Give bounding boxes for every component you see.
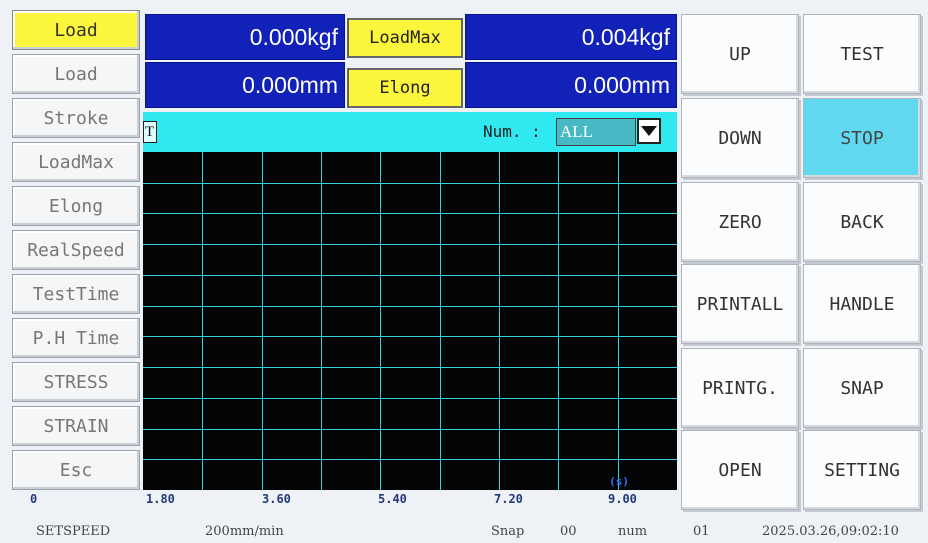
printg-button[interactable]: PRINTG.	[681, 348, 799, 428]
menu-item-strain[interactable]: STRAIN	[12, 406, 140, 446]
stop-button[interactable]: STOP	[803, 98, 921, 178]
x-tick-label: 7.20	[494, 492, 523, 506]
left-menu: Load Load Stroke LoadMax Elong RealSpeed…	[12, 10, 140, 493]
loadmax-label: LoadMax	[347, 18, 463, 58]
x-tick-label: 5.40	[378, 492, 407, 506]
graph-header-bar: T Num. : ALL	[143, 112, 677, 152]
datetime: 2025.03.26,09:02:10	[762, 524, 899, 539]
num-label: Num. :	[483, 122, 541, 141]
graph-grid	[143, 152, 677, 490]
menu-item-testtime[interactable]: TestTime	[12, 274, 140, 314]
menu-item-load[interactable]: Load	[12, 54, 140, 94]
menu-item-load-active[interactable]: Load	[12, 10, 140, 50]
menu-item-ph-time[interactable]: P.H Time	[12, 318, 140, 358]
x-tick-label: 3.60	[262, 492, 291, 506]
num-status-value: 01	[693, 524, 710, 539]
menu-item-stress[interactable]: STRESS	[12, 362, 140, 402]
menu-item-realspeed[interactable]: RealSpeed	[12, 230, 140, 270]
stroke-value: 0.000mm	[145, 62, 345, 108]
setting-button[interactable]: SETTING	[803, 430, 921, 510]
x-tick-label: 1.80	[146, 492, 175, 506]
test-graph: (s)	[143, 152, 677, 490]
num-status-label: num	[618, 524, 648, 539]
elong-label: Elong	[347, 68, 463, 108]
handle-button[interactable]: HANDLE	[803, 264, 921, 344]
x-tick-label: 9.00	[608, 492, 637, 506]
snap-label: Snap	[491, 524, 525, 539]
test-button[interactable]: TEST	[803, 14, 921, 94]
zero-button[interactable]: ZERO	[681, 182, 799, 262]
elong-value: 0.000mm	[465, 62, 677, 108]
load-value: 0.000kgf	[145, 14, 345, 60]
open-button[interactable]: OPEN	[681, 430, 799, 510]
x-unit-label: (s)	[609, 475, 629, 488]
menu-item-loadmax[interactable]: LoadMax	[12, 142, 140, 182]
setspeed-label: SETSPEED	[36, 524, 111, 539]
menu-item-stroke[interactable]: Stroke	[12, 98, 140, 138]
snap-button[interactable]: SNAP	[803, 348, 921, 428]
snap-value: 00	[560, 524, 577, 539]
status-bar: SETSPEED 200mm/min Snap 00 num 01 2025.0…	[0, 512, 928, 543]
x-tick-label: 0	[30, 492, 38, 506]
down-button[interactable]: DOWN	[681, 98, 799, 178]
curve-type-marker[interactable]: T	[143, 121, 157, 143]
menu-item-elong[interactable]: Elong	[12, 186, 140, 226]
dropdown-arrow-icon[interactable]	[637, 118, 661, 144]
back-button[interactable]: BACK	[803, 182, 921, 262]
x-axis: 0 1.80 3.60 5.40 7.20 9.00	[0, 492, 680, 508]
printall-button[interactable]: PRINTALL	[681, 264, 799, 344]
setspeed-value: 200mm/min	[205, 524, 284, 539]
up-button[interactable]: UP	[681, 14, 799, 94]
num-select[interactable]: ALL	[556, 118, 636, 146]
loadmax-value: 0.004kgf	[465, 14, 677, 60]
menu-item-esc[interactable]: Esc	[12, 450, 140, 490]
